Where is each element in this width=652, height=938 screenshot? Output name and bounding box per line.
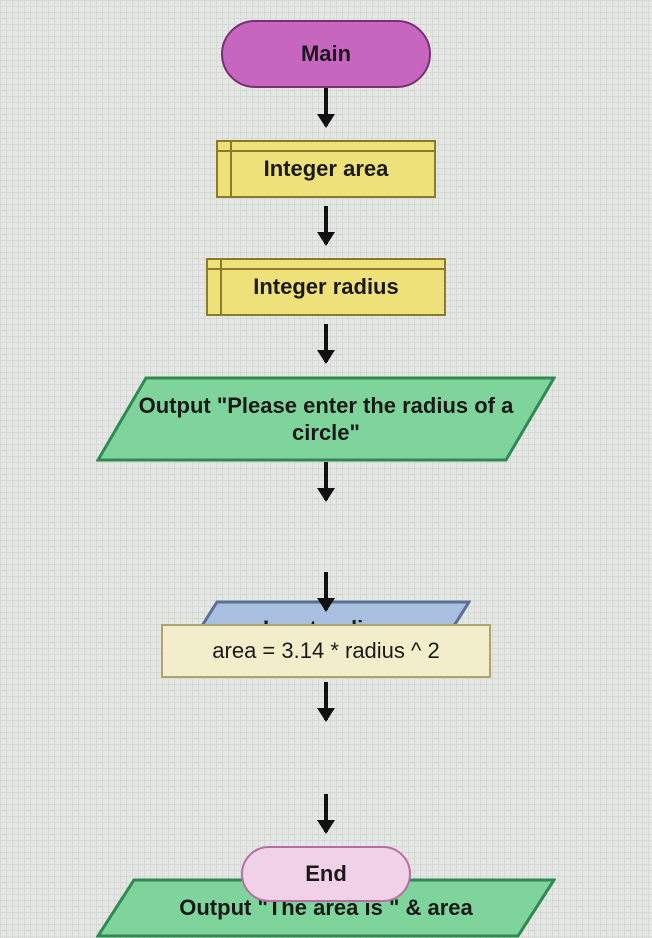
flow-arrow (324, 682, 328, 720)
flow-node-output-prompt: Output "Please enter the radius of a cir… (96, 376, 556, 462)
flow-node-process-area-label: area = 3.14 * radius ^ 2 (212, 638, 439, 663)
flowchart: Main Integer area Integer radius Output … (0, 0, 652, 938)
flow-arrow (324, 206, 328, 244)
flow-arrow (324, 572, 328, 610)
flow-node-end: End (241, 846, 411, 902)
flow-node-declare-radius: Integer radius (206, 258, 446, 316)
flow-node-process-area: area = 3.14 * radius ^ 2 (161, 624, 491, 678)
flow-arrow (324, 794, 328, 832)
flow-node-declare-area-label: Integer area (264, 156, 389, 181)
flow-node-output-prompt-label: Output "Please enter the radius of a cir… (126, 392, 526, 447)
flow-node-start-label: Main (301, 41, 351, 67)
flow-arrow (324, 324, 328, 362)
flow-node-end-label: End (305, 861, 347, 887)
flow-arrow (324, 462, 328, 500)
flow-node-declare-area: Integer area (216, 140, 436, 198)
flow-node-start: Main (221, 20, 431, 88)
flow-node-declare-radius-label: Integer radius (253, 274, 398, 299)
flow-arrow (324, 88, 328, 126)
